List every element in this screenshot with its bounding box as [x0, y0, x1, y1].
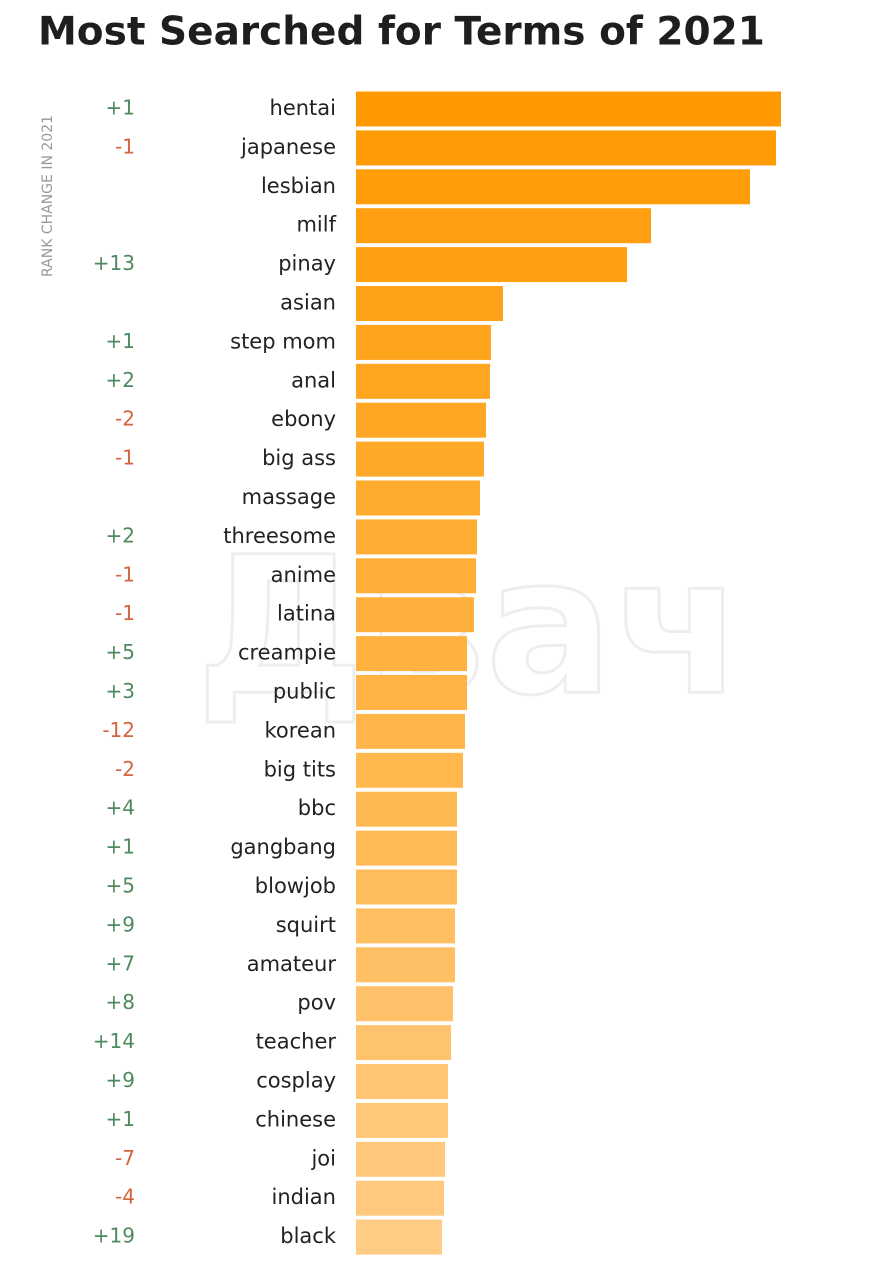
bar: [356, 480, 480, 516]
bar: [356, 130, 776, 166]
category-label: ebony: [271, 407, 336, 431]
category-label: massage: [242, 485, 336, 509]
category-label: anal: [291, 368, 336, 392]
bar: [356, 1025, 451, 1061]
category-label: bbc: [298, 796, 336, 820]
category-label: korean: [264, 718, 336, 742]
rank-change: +13: [93, 251, 135, 275]
bar: [356, 286, 503, 321]
bar: [356, 247, 627, 283]
rank-change: +9: [106, 1068, 135, 1092]
rank-change: -1: [115, 134, 135, 158]
category-label: squirt: [276, 913, 336, 937]
rank-change: -7: [115, 1146, 135, 1170]
rank-change: +8: [106, 990, 135, 1014]
rank-change: +14: [93, 1029, 135, 1053]
bar: [356, 324, 491, 360]
rank-change: +1: [106, 1107, 135, 1131]
rank-change: +4: [106, 796, 135, 820]
category-label: joi: [310, 1146, 336, 1170]
bar: [356, 597, 474, 633]
rank-change: -4: [115, 1185, 135, 1209]
category-label: indian: [272, 1185, 337, 1209]
rank-change: -12: [102, 718, 135, 742]
bar: [356, 791, 457, 827]
category-label: asian: [280, 291, 336, 315]
bar: [356, 208, 651, 244]
bar: [356, 1141, 445, 1177]
rank-change: +7: [106, 951, 135, 975]
bar: [356, 713, 465, 749]
category-label: chinese: [255, 1107, 336, 1131]
bar: [356, 869, 457, 905]
rank-change: +5: [106, 874, 135, 898]
bar: [356, 636, 467, 672]
category-label: pov: [297, 991, 336, 1015]
rank-change: +2: [106, 368, 135, 392]
bar: [356, 1064, 448, 1099]
bar: [356, 947, 455, 983]
category-label: cosplay: [256, 1069, 336, 1093]
rank-change: -1: [115, 601, 135, 625]
rank-change: +2: [106, 523, 135, 547]
category-label: big tits: [264, 757, 336, 781]
category-label: anime: [271, 563, 336, 587]
side-label: RANK CHANGE IN 2021: [40, 115, 56, 277]
rank-change: -1: [115, 446, 135, 470]
rank-change: +5: [106, 640, 135, 664]
bar: [356, 1219, 442, 1255]
bar: [356, 91, 781, 127]
bar: [356, 441, 484, 477]
bar: [356, 752, 463, 788]
rank-change: +19: [93, 1224, 135, 1248]
bar: [356, 986, 453, 1022]
category-label: gangbang: [230, 835, 336, 859]
bar: [356, 558, 476, 594]
category-label: black: [280, 1224, 337, 1248]
category-label: creampie: [238, 641, 336, 665]
rank-change: +1: [106, 96, 135, 120]
category-label: amateur: [247, 952, 337, 976]
category-label: lesbian: [261, 174, 336, 198]
bar: [356, 169, 750, 205]
category-label: hentai: [270, 96, 336, 120]
category-label: latina: [277, 602, 336, 626]
category-label: blowjob: [255, 874, 336, 898]
rank-change: +3: [106, 679, 135, 703]
rank-change: -1: [115, 562, 135, 586]
category-label: public: [273, 680, 336, 704]
bar: [356, 1180, 444, 1216]
bar: [356, 830, 457, 866]
bar: [356, 1102, 448, 1138]
rank-change: -2: [115, 407, 135, 431]
category-label: step mom: [230, 329, 336, 353]
category-label: big ass: [262, 446, 336, 470]
category-label: pinay: [278, 252, 336, 276]
category-label: japanese: [240, 135, 336, 159]
rank-change: +9: [106, 912, 135, 936]
bar: [356, 363, 490, 399]
rank-change: +1: [106, 329, 135, 353]
category-label: teacher: [256, 1030, 337, 1054]
rank-change: -2: [115, 757, 135, 781]
bar: [356, 402, 486, 438]
bar: [356, 675, 467, 710]
chart-title: Most Searched for Terms of 2021: [38, 10, 765, 55]
bar: [356, 908, 455, 944]
category-label: threesome: [223, 524, 336, 548]
bar: [356, 519, 477, 555]
category-label: milf: [296, 213, 336, 237]
rank-change: +1: [106, 835, 135, 859]
